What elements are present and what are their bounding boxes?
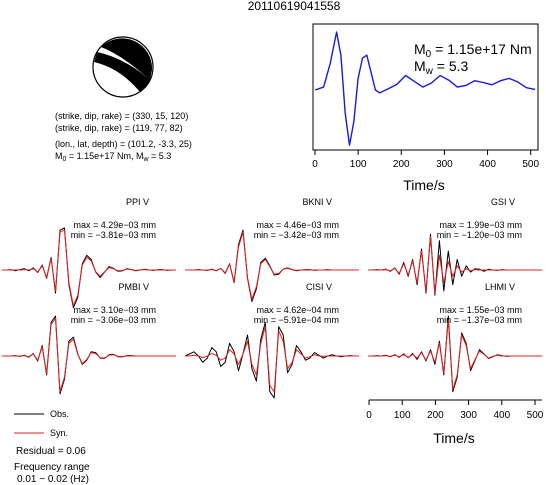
beachball (92, 36, 154, 98)
synthetic-trace (2, 229, 176, 307)
station-max: max = 3.10e−03 mm (73, 305, 156, 315)
station-min: min = −1.20e−03 mm (437, 230, 522, 240)
station-max: max = 4.62e−04 mm (256, 305, 339, 315)
station-max: max = 4.29e−03 mm (73, 220, 156, 230)
observed-trace (2, 315, 176, 395)
waveform-xtick-label: 0 (366, 410, 372, 421)
stf-series-line (314, 31, 536, 146)
observed-trace (368, 233, 542, 296)
station-max: max = 1.99e−03 mm (439, 220, 522, 230)
stf-xtick-label: 200 (393, 159, 410, 170)
station-min: min = −3.81e−03 mm (71, 230, 156, 240)
station-name: CISI V (306, 282, 332, 292)
m0-annotation: M0 = 1.15e+17 Nm (414, 41, 532, 60)
beachball-compressional (101, 38, 153, 80)
legend: Obs. Syn. Residual = 0.06 Frequency rang… (14, 409, 90, 485)
source-time-function-plot: 0 100 200 300 400 500 (312, 23, 539, 170)
waveform-xtick-label: 500 (527, 410, 544, 421)
mechanism-line3: (lon., lat, depth) = (101.2, -3.3, 25) (55, 139, 192, 149)
waveform-xtick-label: 400 (493, 410, 510, 421)
synthetic-trace (368, 319, 542, 391)
station-name: GSI V (491, 197, 515, 207)
synthetic-trace (2, 317, 176, 393)
waveform-time-axis: 0 100 200 300 400 500 (366, 399, 544, 421)
figure-title: 20110619041558 (248, 0, 341, 13)
synthetic-trace (185, 326, 359, 393)
stf-xtick-label: 0 (312, 159, 318, 170)
waveform-xtick-label: 200 (427, 410, 444, 421)
frequency-title: Frequency range (14, 462, 90, 473)
station-max: max = 4.46e−03 mm (256, 220, 339, 230)
mechanism-line4: M0 = 1.15e+17 Nm, Mw = 5.3 (55, 151, 171, 163)
observed-trace (185, 229, 359, 302)
synthetic-trace (368, 235, 542, 294)
waveform-xtick-label: 100 (394, 410, 411, 421)
station-min: min = −5.91e−04 mm (254, 315, 339, 325)
stf-xtick-label: 300 (436, 159, 453, 170)
waveform-xlabel: Time/s (433, 430, 474, 446)
stf-xtick-label: 100 (350, 159, 367, 170)
observed-trace (368, 315, 542, 393)
stf-xlabel: Time/s (403, 177, 444, 193)
station-name: LHMI V (485, 282, 515, 292)
stf-xtick-label: 400 (479, 159, 496, 170)
waveform-xtick-label: 300 (460, 410, 477, 421)
mw-annotation: Mw = 5.3 (414, 58, 469, 77)
station-min: min = −1.37e−03 mm (437, 315, 522, 325)
synthetic-trace (185, 231, 359, 300)
frequency-range: 0.01 − 0.02 (Hz) (17, 474, 89, 485)
legend-obs-label: Obs. (50, 409, 69, 419)
station-name: BKNI V (302, 197, 332, 207)
station-min: min = −3.42e−03 mm (254, 230, 339, 240)
residual-label: Residual = 0.06 (16, 446, 86, 457)
station-name: PPI V (126, 197, 149, 207)
observed-trace (184, 321, 359, 399)
station-name: PMBI V (118, 282, 149, 292)
mechanism-line1: (strike, dip, rake) = (330, 15, 120) (55, 111, 188, 121)
stf-xtick-label: 500 (522, 159, 539, 170)
mechanism-line2: (strike, dip, rake) = (119, 77, 82) (55, 123, 183, 133)
beachball-band (94, 52, 150, 92)
legend-syn-label: Syn. (50, 428, 68, 438)
stf-frame (312, 23, 539, 151)
station-min: min = −3.06e−03 mm (71, 315, 156, 325)
station-max: max = 1.55e−03 mm (439, 305, 522, 315)
